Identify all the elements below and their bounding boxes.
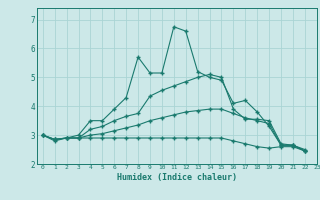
X-axis label: Humidex (Indice chaleur): Humidex (Indice chaleur) [117,173,237,182]
